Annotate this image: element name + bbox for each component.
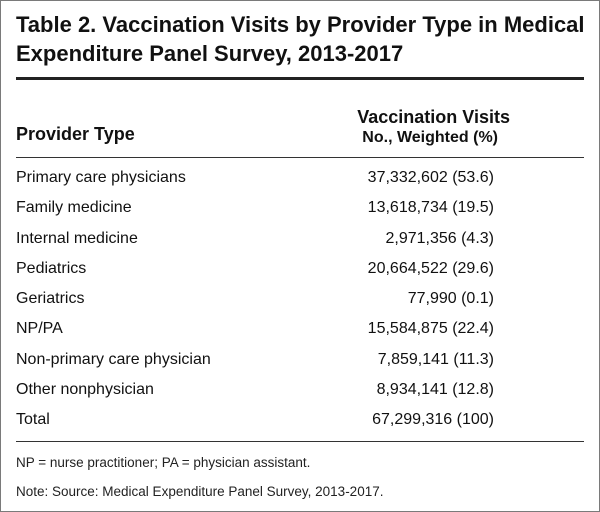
row-value: 15,584,875 (22.4) [367, 320, 494, 338]
row-value: 8,934,141 (12.8) [376, 381, 494, 399]
table-row: Non-primary care physician 7,859,141 (11… [16, 345, 584, 375]
table-row: Geriatrics 77,990 (0.1) [16, 284, 584, 314]
table-row: Other nonphysician 8,934,141 (12.8) [16, 375, 584, 405]
row-value: 37,332,602 (53.6) [367, 169, 494, 186]
table-row: NP/PA 15,584,875 (22.4) [16, 314, 584, 344]
column-header-vaccination-visits: Vaccination Visits No., Weighted (%) [300, 106, 570, 148]
column-header-provider-type: Provider Type [16, 124, 135, 144]
row-value: 2,971,356 (4.3) [385, 229, 494, 247]
row-label: NP/PA [16, 320, 63, 338]
row-label: Other nonphysician [16, 381, 154, 399]
footnote-abbreviations: NP = nurse practitioner; PA = physician … [16, 455, 311, 470]
table-body: Primary care physicians 37,332,602 (53.6… [16, 163, 584, 436]
row-value: 77,990 (0.1) [407, 290, 494, 308]
row-label: Geriatrics [16, 290, 85, 308]
table-row: Family medicine 13,618,734 (19.5) [16, 193, 584, 223]
column-header-line1: Vaccination Visits [357, 107, 510, 127]
table-row: Primary care physicians 37,332,602 (53.6… [16, 163, 584, 193]
footer-divider [16, 441, 584, 442]
title-divider [16, 77, 584, 80]
table-row: Pediatrics 20,664,522 (29.6) [16, 254, 584, 284]
row-value: 67,299,316 (100) [372, 411, 494, 429]
row-label: Primary care physicians [16, 169, 186, 186]
footnote-source: Note: Source: Medical Expenditure Panel … [16, 484, 384, 499]
row-value: 20,664,522 (29.6) [367, 259, 494, 277]
row-label: Total [16, 411, 50, 429]
row-value: 13,618,734 (19.5) [367, 199, 494, 217]
column-header-line2: No., Weighted (%) [362, 129, 498, 146]
table-row: Internal medicine 2,971,356 (4.3) [16, 224, 584, 254]
row-value: 7,859,141 (11.3) [377, 350, 494, 368]
row-label: Non-primary care physician [16, 350, 211, 368]
row-label: Family medicine [16, 199, 132, 217]
header-divider [16, 157, 584, 158]
table-row-total: Total 67,299,316 (100) [16, 405, 584, 435]
row-label: Pediatrics [16, 259, 87, 277]
row-label: Internal medicine [16, 229, 138, 247]
table-title: Table 2. Vaccination Visits by Provider … [16, 12, 585, 66]
